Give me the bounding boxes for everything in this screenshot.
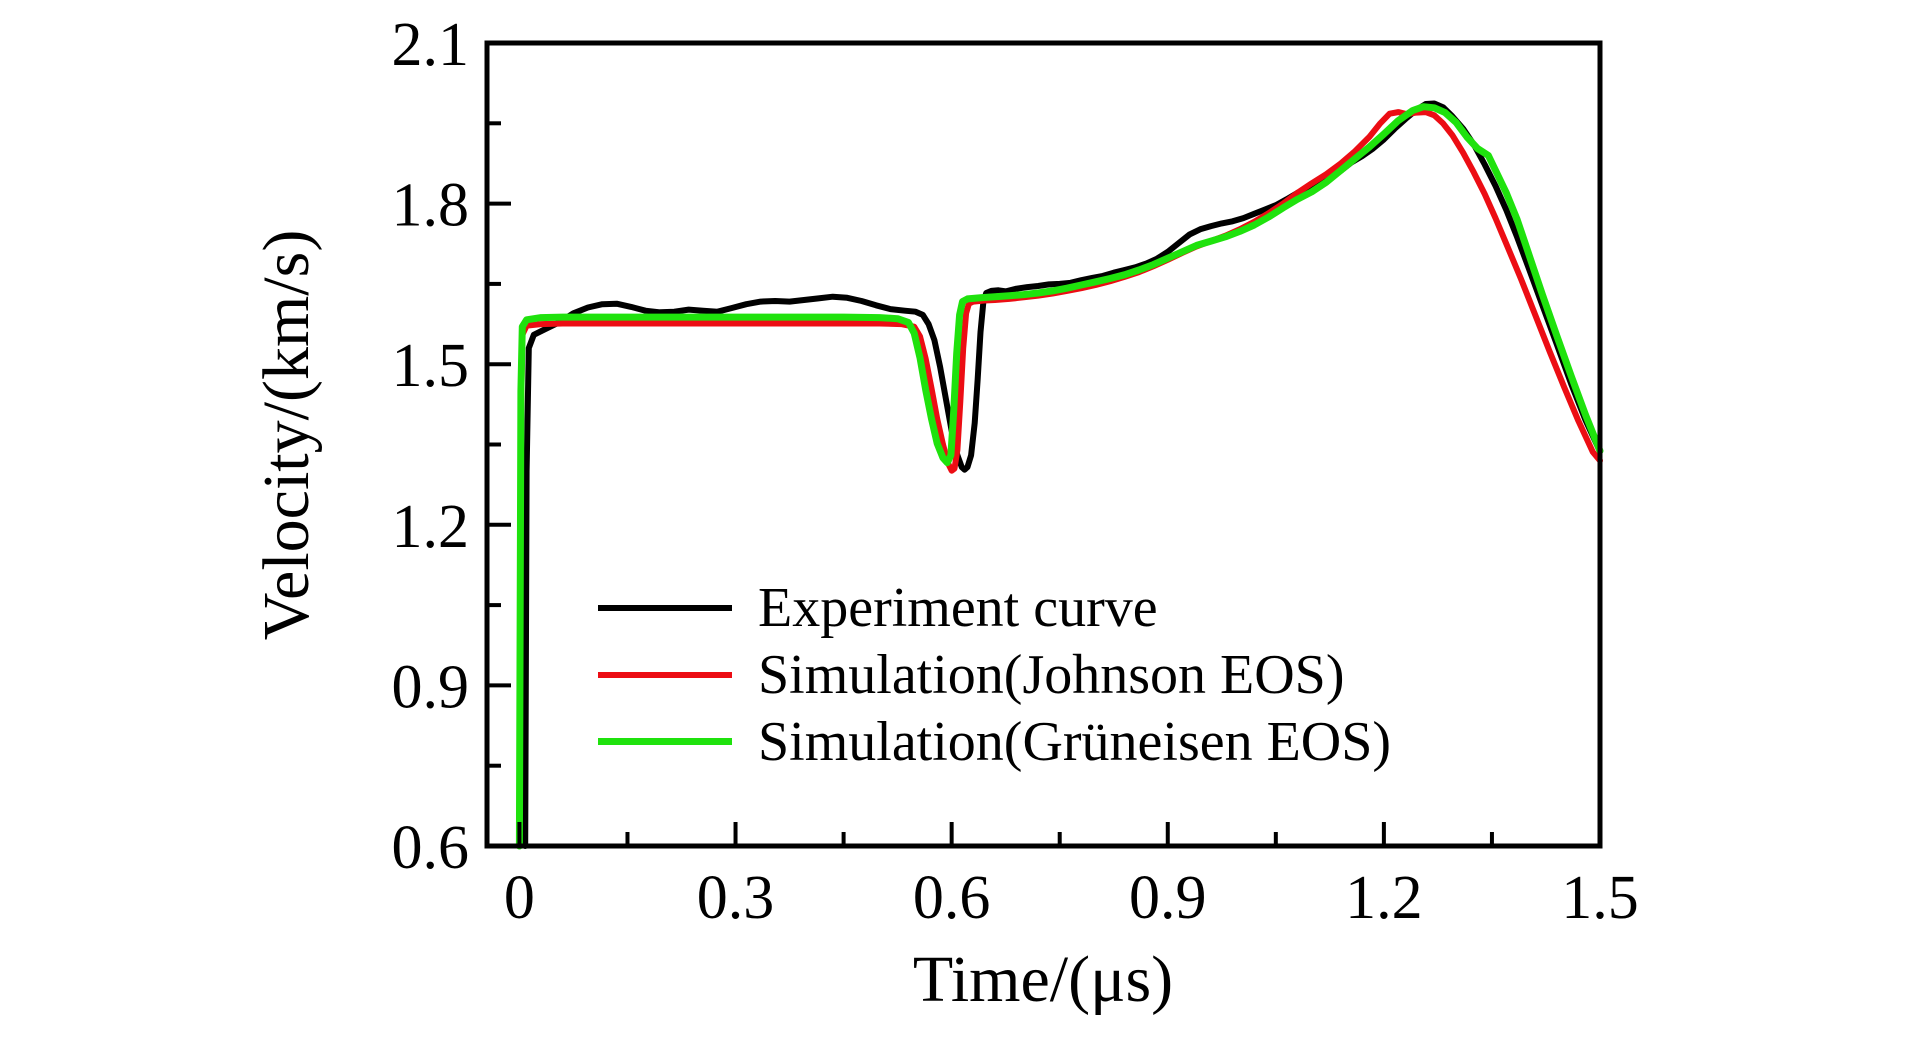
y-axis-title: Velocity/(km/s): [250, 229, 323, 641]
legend-label-experiment: Experiment curve: [758, 576, 1158, 639]
legend-item-gruneisen-eos: Simulation(Grüneisen EOS): [598, 708, 1391, 775]
y-tick-label: 1.5: [392, 332, 470, 400]
x-axis-title: Time/(μs): [912, 943, 1174, 1016]
y-tick-label: 1.8: [392, 172, 470, 240]
legend-swatch-johnson-eos: [598, 671, 732, 678]
legend: Experiment curve Simulation(Johnson EOS)…: [598, 574, 1391, 775]
legend-swatch-experiment: [598, 604, 732, 611]
legend-item-experiment: Experiment curve: [598, 574, 1391, 641]
x-tick-label: 0.6: [913, 864, 991, 932]
x-tick-label: 1.2: [1345, 864, 1423, 932]
x-tick-label: 0: [504, 864, 535, 932]
x-tick-label: 0.3: [697, 864, 775, 932]
legend-label-johnson-eos: Simulation(Johnson EOS): [758, 643, 1345, 706]
x-tick-label: 1.5: [1561, 864, 1639, 932]
y-tick-label: 0.6: [392, 814, 470, 882]
legend-swatch-gruneisen-eos: [598, 738, 732, 745]
y-tick-label: 0.9: [392, 653, 470, 721]
y-tick-label: 2.1: [392, 11, 470, 79]
legend-label-gruneisen-eos: Simulation(Grüneisen EOS): [758, 710, 1392, 773]
legend-item-johnson-eos: Simulation(Johnson EOS): [598, 641, 1391, 708]
x-tick-label: 0.9: [1129, 864, 1207, 932]
series-line-2: [515, 103, 1604, 850]
y-tick-label: 1.2: [392, 493, 470, 561]
